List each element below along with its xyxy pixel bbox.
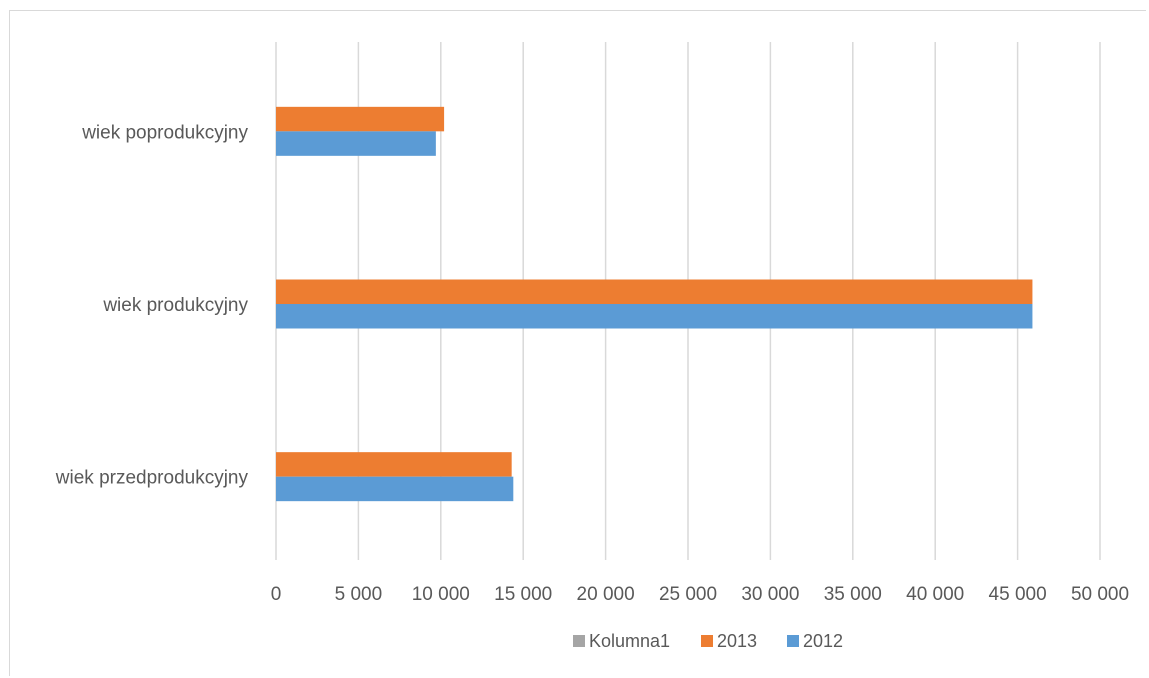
x-tick-label-7: 35 000 xyxy=(824,584,882,605)
x-tick-label-2: 10 000 xyxy=(412,584,470,605)
bar-2013-2 xyxy=(276,106,445,132)
bar-2013-0 xyxy=(276,452,512,477)
x-tick-label-0: 0 xyxy=(271,584,282,605)
x-tick-labels: 0 5 000 10 000 15 000 20 000 25 000 30 000 35 0… xyxy=(271,584,1129,605)
category-labels: wiek przedprodukcyjny wiek produkcyjny wie… xyxy=(55,122,249,488)
legend: Kolumna1 2013 2012 xyxy=(573,631,843,651)
legend-swatch-0 xyxy=(573,635,585,647)
legend-swatch-1 xyxy=(701,635,713,647)
bar-2013-1 xyxy=(276,279,1033,304)
x-tick-label-3: 15 000 xyxy=(494,584,552,605)
legend-swatch-2 xyxy=(787,635,799,647)
legend-label-2: 2012 xyxy=(803,631,843,651)
bars xyxy=(276,106,1033,502)
chart-frame xyxy=(9,10,1146,676)
x-tick-label-6: 30 000 xyxy=(741,584,799,605)
bar-2012-0 xyxy=(276,476,514,502)
x-tick-label-1: 5 000 xyxy=(335,584,383,605)
x-tick-label-8: 40 000 xyxy=(906,584,964,605)
legend-label-1: 2013 xyxy=(717,631,757,651)
category-label-1: wiek produkcyjny xyxy=(102,295,248,316)
bar-2012-1 xyxy=(276,304,1033,329)
category-label-2: wiek poprodukcyjny xyxy=(81,122,248,143)
category-label-0: wiek przedprodukcyjny xyxy=(55,468,249,489)
legend-label-0: Kolumna1 xyxy=(589,631,670,651)
x-tick-label-5: 25 000 xyxy=(659,584,717,605)
bar-2012-2 xyxy=(276,131,436,156)
x-tick-label-10: 50 000 xyxy=(1071,584,1129,605)
x-tick-label-4: 20 000 xyxy=(577,584,635,605)
x-tick-label-9: 45 000 xyxy=(989,584,1047,605)
